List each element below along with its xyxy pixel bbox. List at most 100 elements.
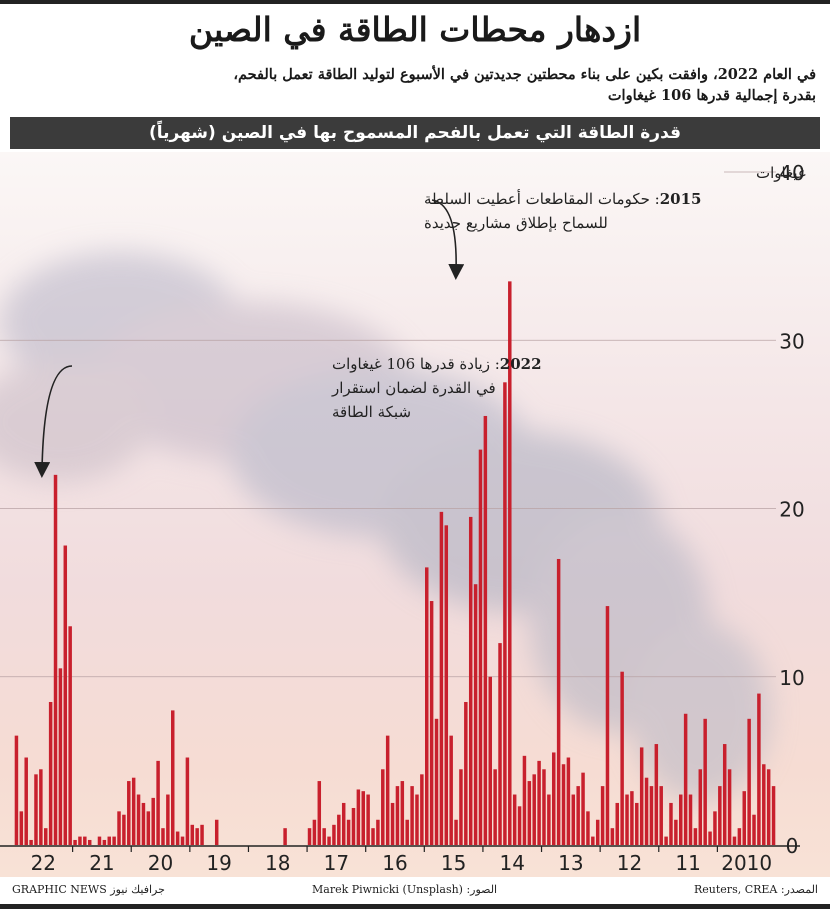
- bar: [332, 824, 336, 845]
- bar: [97, 836, 102, 845]
- bar: [517, 806, 522, 845]
- bar: [464, 701, 468, 845]
- bar: [571, 794, 576, 845]
- top-rule: [0, 0, 830, 4]
- bar: [635, 802, 639, 845]
- bar: [503, 382, 507, 845]
- page-title: ازدهار محطات الطاقة في الصين: [188, 10, 642, 49]
- bar: [527, 781, 532, 845]
- x-tick-label: 22: [31, 851, 56, 875]
- chart-area: 2010 11 12 13 14 15 16 17 18 19 20 21 22 0 10 20 30 40 غي…: [0, 152, 830, 877]
- x-tick-label: 11: [675, 851, 700, 875]
- bar: [73, 839, 77, 845]
- annotation-2022-line1: 2022: زيادة قدرها 106 غيغاوات: [332, 355, 542, 373]
- bar: [576, 786, 580, 845]
- bar: [664, 836, 668, 845]
- bar: [722, 744, 727, 845]
- bar: [161, 828, 165, 845]
- bar: [185, 757, 190, 845]
- bar: [385, 735, 390, 845]
- bar: [532, 774, 536, 845]
- bar: [600, 786, 605, 845]
- bar: [468, 516, 473, 845]
- bar: [771, 786, 776, 845]
- bar: [195, 828, 199, 845]
- bar: [415, 794, 419, 845]
- bar: [48, 701, 53, 845]
- bar: [639, 747, 644, 845]
- bar: [654, 744, 659, 845]
- bar: [630, 791, 634, 845]
- bar: [283, 828, 287, 845]
- bar: [561, 764, 566, 845]
- y-tick-label: 0: [786, 834, 799, 858]
- bar: [381, 769, 385, 845]
- y-axis-unit: غيغاوات: [756, 164, 806, 182]
- bar: [156, 760, 160, 845]
- bar: [703, 718, 707, 845]
- annotations: 2015: حكومات المقاطعات أعطيت السلطة للسما…: [34, 189, 701, 478]
- bar: [459, 769, 463, 845]
- bar: [29, 839, 33, 845]
- x-tick-label: 16: [382, 851, 407, 875]
- bar: [429, 601, 434, 845]
- annotation-2015-line1: 2015: حكومات المقاطعات أعطيت السلطة: [424, 189, 701, 208]
- annotation-2022-line3: شبكة الطاقة: [332, 403, 411, 421]
- bar: [498, 643, 502, 845]
- bar: [83, 836, 87, 845]
- bar: [102, 839, 107, 845]
- bar: [674, 819, 678, 845]
- bar: [19, 811, 24, 845]
- bar: [752, 814, 756, 845]
- bar: [44, 828, 48, 845]
- bar: [625, 794, 629, 845]
- bar: [327, 836, 331, 845]
- y-tick-label: 40: [779, 161, 804, 185]
- bar: [317, 781, 322, 845]
- bar: [175, 831, 180, 845]
- bar: [683, 713, 688, 845]
- bar: [737, 828, 742, 845]
- bar: [361, 791, 365, 845]
- bar: [371, 828, 375, 845]
- bar: [605, 606, 610, 845]
- bar: [24, 757, 28, 845]
- bar: [693, 828, 698, 845]
- bar: [131, 777, 136, 845]
- y-tick-label: 10: [779, 666, 804, 690]
- bar: [122, 814, 126, 845]
- bar: [190, 824, 195, 845]
- bar-chart: 2010 11 12 13 14 15 16 17 18 19 20 21 22 0 10 20 30 40غي…: [0, 161, 806, 875]
- bar: [454, 819, 458, 845]
- photo-credit: الصور: Marek Piwnicki (Unsplash): [312, 883, 498, 896]
- bar: [537, 760, 541, 845]
- bar: [141, 802, 146, 845]
- bar: [649, 786, 654, 845]
- subtitle-line-1: في العام 2022، وافقت بكين على بناء محطتي…: [233, 66, 816, 83]
- bar: [425, 567, 429, 845]
- x-tick-label: 12: [617, 851, 642, 875]
- bar: [322, 828, 326, 845]
- bar: [366, 794, 370, 845]
- bar: [644, 777, 649, 845]
- bar: [556, 558, 561, 845]
- bar: [581, 772, 585, 845]
- chart-heading: قدرة الطاقة التي تعمل بالفحم المسموح بها…: [10, 117, 820, 149]
- bar: [591, 836, 595, 845]
- bar: [566, 757, 571, 845]
- bar: [727, 769, 732, 845]
- bar: [53, 474, 58, 845]
- bar: [63, 545, 68, 845]
- bar: [151, 797, 155, 845]
- bar: [444, 525, 449, 845]
- bar: [688, 794, 693, 845]
- bar: [127, 781, 131, 845]
- bar: [595, 819, 600, 845]
- x-tick-label: 19: [206, 851, 231, 875]
- bar: [478, 449, 483, 845]
- x-tick-label: 2010: [721, 851, 772, 875]
- bar: [766, 769, 771, 845]
- bar: [107, 836, 111, 845]
- bar: [747, 718, 751, 845]
